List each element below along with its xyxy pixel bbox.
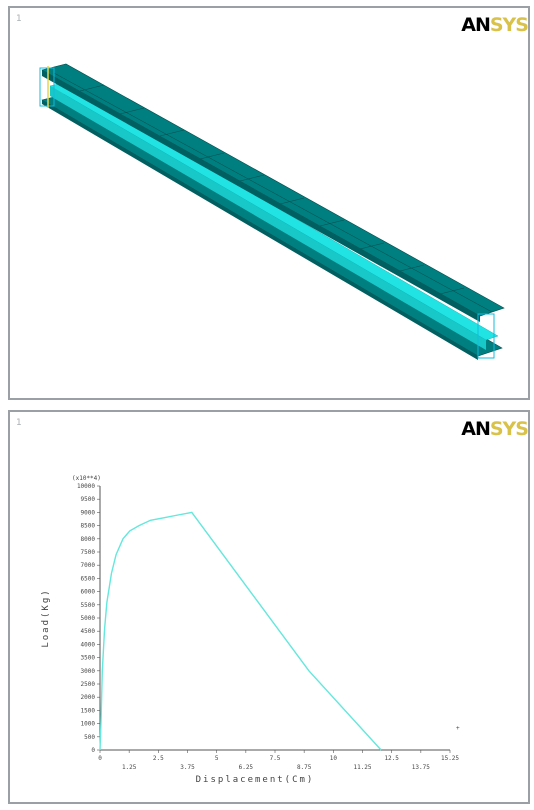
- logo-text-an: AN: [461, 14, 491, 36]
- y-tick-label: 500: [84, 734, 95, 741]
- bottom-flange-edge: [42, 100, 478, 360]
- y-tick-label: 9500: [81, 496, 96, 503]
- y-axis-multiplier: (x10**4): [72, 475, 101, 482]
- x-tick-label: 5: [215, 755, 219, 762]
- window-number: 1: [16, 14, 22, 24]
- y-axis-label: Load(Kg): [41, 588, 51, 647]
- x-tick-label: 12.5: [384, 755, 399, 762]
- y-tick-label: 1000: [81, 721, 96, 728]
- cursor-marker: +: [456, 725, 460, 732]
- y-tick-label: 3000: [81, 668, 96, 675]
- logo-text-sys: SYS: [489, 14, 529, 36]
- x-tick-label: 8.75: [297, 764, 312, 771]
- beam-web-side: [50, 86, 486, 350]
- x-tick-label: 7.5: [270, 755, 281, 762]
- left-end-support: [39, 67, 55, 107]
- y-tick-label: 7000: [81, 562, 96, 569]
- load-displacement-chart: 0 500 1000 1500 2000 2500 3000 3500 4000 4500 5000…: [41, 475, 460, 785]
- y-tick-label: 5000: [81, 615, 96, 622]
- x-tick-label: 0: [98, 755, 102, 762]
- x-tick-label: 1.25: [122, 764, 137, 771]
- window-number: 1: [16, 418, 22, 428]
- y-tick-label: 7500: [81, 549, 96, 556]
- top-flange: [41, 63, 505, 317]
- y-tick-label: 8000: [81, 536, 96, 543]
- top-flange-edge: [42, 70, 480, 322]
- graph-viewport[interactable]: 1 ANSYS 0 500 1000 1500 2000 2500 3000 3500 4000…: [8, 410, 530, 804]
- y-tick-label: 2500: [81, 681, 96, 688]
- x-tick-label: 13.75: [412, 764, 430, 771]
- ansys-logo: ANSYS: [461, 14, 529, 36]
- mesh-lines: [53, 72, 493, 313]
- y-tick-label: 8500: [81, 523, 96, 530]
- y-tick-label: 5500: [81, 602, 96, 609]
- y-tick-label: 6000: [81, 589, 96, 596]
- load-displacement-curve: [99, 511, 382, 751]
- model-viewport[interactable]: 1 ANSYS: [8, 6, 530, 400]
- x-tick-label: 15.25: [441, 755, 459, 762]
- y-tick-label: 3500: [81, 655, 96, 662]
- x-tick-label: 11.25: [353, 764, 371, 771]
- beam-model-graphic: [39, 63, 505, 360]
- y-tick-label: 0: [91, 747, 95, 754]
- y-tick-label: 9000: [81, 509, 96, 516]
- y-tick-label: 1500: [81, 707, 96, 714]
- right-end-support: [477, 313, 495, 359]
- x-tick-label: 2.5: [153, 755, 164, 762]
- x-tick-label: 6.25: [239, 764, 254, 771]
- y-tick-label: 10000: [77, 483, 95, 490]
- logo-text-an: AN: [461, 418, 491, 440]
- y-tick-label: 2000: [81, 694, 96, 701]
- ansys-logo: ANSYS: [461, 418, 529, 440]
- x-tick-label: 3.75: [180, 764, 195, 771]
- x-axis-label: Displacement(Cm): [196, 775, 315, 785]
- y-tick-label: 4000: [81, 641, 96, 648]
- y-tick-label: 4500: [81, 628, 96, 635]
- beam-web: [49, 82, 499, 341]
- x-tick-label: 10: [330, 755, 338, 762]
- logo-text-sys: SYS: [489, 418, 529, 440]
- y-tick-label: 6500: [81, 575, 96, 582]
